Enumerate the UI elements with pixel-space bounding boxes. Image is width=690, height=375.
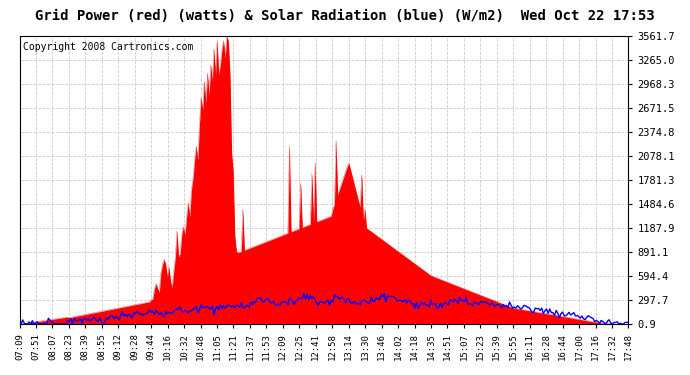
- Text: Copyright 2008 Cartronics.com: Copyright 2008 Cartronics.com: [23, 42, 193, 52]
- Text: Grid Power (red) (watts) & Solar Radiation (blue) (W/m2)  Wed Oct 22 17:53: Grid Power (red) (watts) & Solar Radiati…: [35, 9, 655, 23]
